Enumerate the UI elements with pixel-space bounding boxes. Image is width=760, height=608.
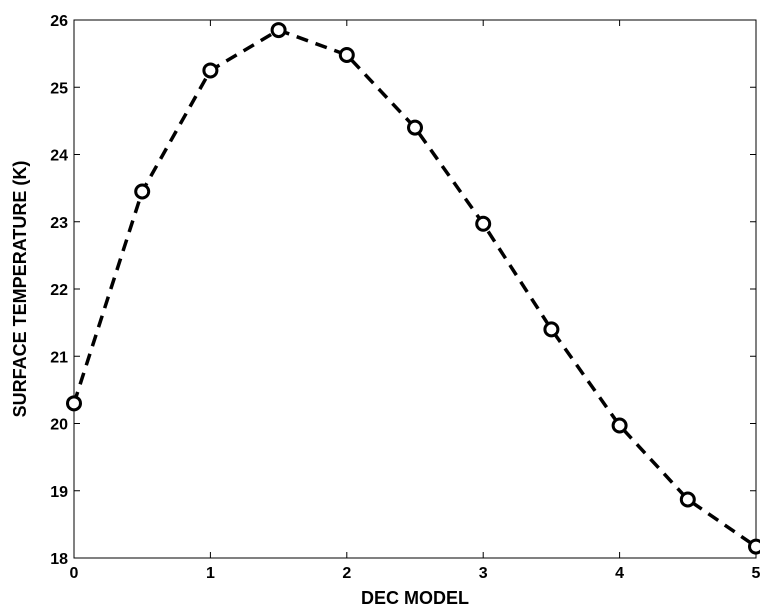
data-point xyxy=(407,119,423,136)
x-tick-label: 0 xyxy=(70,565,79,582)
x-axis-label: DEC MODEL xyxy=(361,588,469,608)
x-tick-label: 4 xyxy=(615,565,624,582)
y-tick-label: 18 xyxy=(50,551,68,568)
x-axis-ticks: 0 1 2 3 4 5 xyxy=(70,20,760,582)
data-point xyxy=(679,491,696,508)
data-point xyxy=(611,417,628,434)
y-tick-label: 21 xyxy=(50,349,68,366)
y-tick-label: 25 xyxy=(50,80,68,97)
plot-area xyxy=(73,19,757,559)
y-tick-label: 23 xyxy=(50,215,68,232)
y-tick-label: 24 xyxy=(50,148,68,165)
data-point xyxy=(270,22,287,39)
data-point xyxy=(134,183,151,200)
y-axis-ticks: 18 19 20 21 22 23 24 25 26 xyxy=(50,13,756,568)
data-point xyxy=(543,321,560,338)
y-tick-label: 22 xyxy=(50,282,68,299)
plot-frame xyxy=(73,19,757,559)
series-line xyxy=(72,28,757,549)
data-point xyxy=(66,395,82,412)
y-axis-label: SURFACE TEMPERATURE (K) xyxy=(10,161,30,418)
x-tick-label: 3 xyxy=(479,565,488,582)
series-layer xyxy=(66,22,760,555)
data-point xyxy=(748,538,760,555)
data-point xyxy=(202,62,219,79)
y-tick-label: 26 xyxy=(50,13,68,30)
data-point xyxy=(338,46,355,63)
x-tick-label: 1 xyxy=(206,565,215,582)
y-tick-label: 20 xyxy=(50,417,68,434)
x-tick-label: 2 xyxy=(342,565,351,582)
x-tick-label: 5 xyxy=(752,565,760,582)
data-point xyxy=(475,215,492,232)
y-tick-label: 19 xyxy=(50,484,68,501)
